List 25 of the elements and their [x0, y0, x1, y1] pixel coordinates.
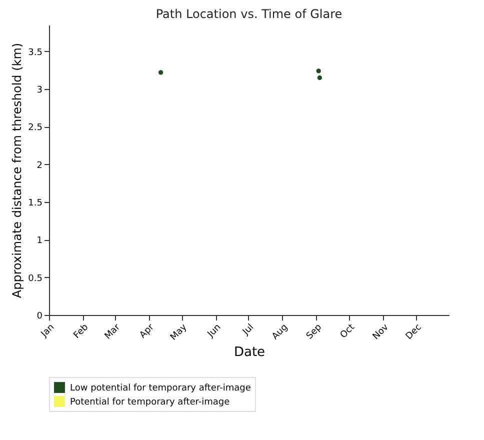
x-tick-label: Jul — [240, 322, 256, 338]
y-tick-label: 3.5 — [28, 48, 42, 58]
x-tick-label: Sep — [304, 322, 324, 342]
x-tick-label: Jun — [205, 322, 224, 340]
y-axis-title: Approximate distance from threshold (km) — [10, 42, 24, 298]
x-tick-label: Apr — [138, 322, 157, 341]
point — [316, 68, 321, 74]
y-tick-label: 1 — [36, 236, 42, 246]
y-tick-label: 1.5 — [28, 198, 42, 209]
y-tick-label: 2 — [36, 160, 42, 171]
y-tick-label: 0.5 — [28, 274, 42, 284]
y-tick-label: 2.5 — [28, 123, 42, 134]
chart-title: Path Location vs. Time of Glare — [156, 7, 342, 21]
x-tick-label: Mar — [103, 322, 123, 342]
point — [317, 75, 322, 80]
y-tick-label: 3 — [36, 86, 42, 96]
x-tick-label: Oct — [338, 322, 358, 341]
y-tick-label: 0 — [36, 312, 43, 322]
x-tick-label: Dec — [404, 322, 424, 342]
legend-label: Low potential for temporary after-image — [70, 384, 252, 394]
legend-label: Potential for temporary after-image — [70, 398, 230, 408]
point — [158, 70, 164, 75]
x-tick-label: Jan — [38, 322, 57, 340]
x-axis-title: Date — [234, 345, 266, 360]
x-tick-label: Feb — [72, 322, 91, 341]
